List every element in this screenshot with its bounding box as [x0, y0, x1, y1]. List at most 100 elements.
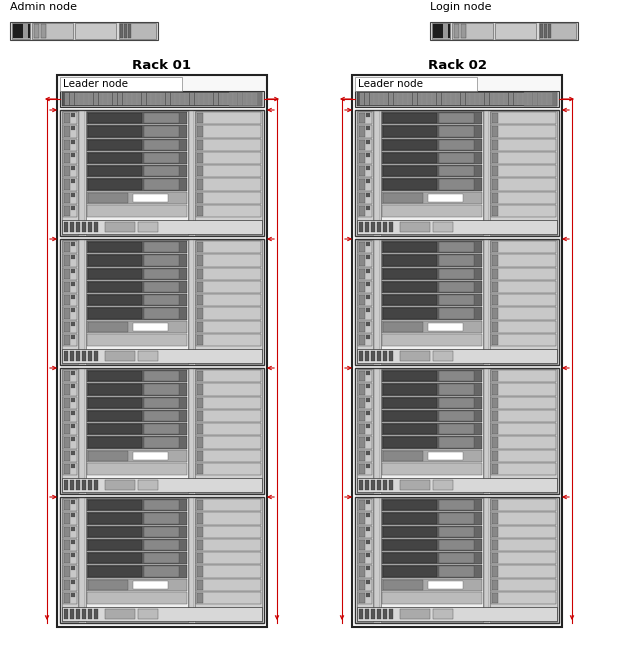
- Bar: [358, 307, 372, 320]
- Bar: [62, 92, 262, 106]
- Bar: [382, 592, 482, 604]
- Bar: [441, 24, 442, 38]
- Bar: [492, 126, 498, 136]
- Bar: [229, 92, 262, 106]
- Bar: [228, 93, 232, 105]
- Bar: [197, 526, 203, 537]
- Bar: [64, 609, 68, 619]
- Bar: [358, 138, 372, 151]
- Bar: [71, 450, 75, 455]
- Bar: [439, 411, 474, 421]
- Bar: [383, 411, 437, 421]
- Bar: [88, 126, 142, 136]
- Bar: [76, 351, 80, 361]
- Bar: [63, 125, 77, 138]
- Bar: [76, 222, 80, 232]
- Bar: [32, 23, 73, 39]
- Bar: [491, 267, 556, 280]
- Bar: [94, 351, 98, 361]
- Bar: [442, 24, 443, 38]
- Bar: [465, 93, 470, 105]
- Bar: [389, 609, 393, 619]
- Bar: [491, 370, 556, 382]
- Bar: [87, 191, 187, 203]
- Bar: [71, 255, 75, 259]
- Bar: [195, 111, 262, 235]
- Bar: [243, 93, 247, 105]
- Bar: [491, 255, 556, 267]
- Bar: [428, 322, 463, 331]
- Bar: [63, 463, 77, 475]
- Bar: [19, 24, 20, 38]
- Bar: [63, 165, 77, 177]
- Bar: [71, 322, 75, 326]
- Bar: [383, 540, 437, 550]
- Bar: [492, 193, 498, 203]
- Bar: [359, 540, 365, 550]
- Bar: [439, 282, 474, 292]
- Bar: [543, 93, 547, 105]
- Bar: [113, 93, 117, 105]
- Bar: [439, 424, 474, 434]
- Bar: [439, 126, 474, 136]
- Bar: [491, 205, 556, 217]
- Bar: [400, 222, 430, 232]
- Bar: [439, 397, 474, 408]
- Bar: [374, 240, 380, 364]
- Bar: [357, 478, 557, 492]
- Bar: [197, 166, 203, 176]
- Bar: [492, 371, 498, 381]
- Bar: [359, 567, 365, 576]
- Bar: [514, 93, 518, 105]
- Text: Rack 01: Rack 01: [132, 59, 192, 72]
- Bar: [366, 579, 370, 583]
- Bar: [62, 240, 78, 364]
- Bar: [484, 111, 489, 235]
- Bar: [442, 93, 446, 105]
- Bar: [88, 514, 142, 523]
- Bar: [60, 77, 182, 91]
- Bar: [79, 369, 85, 493]
- Bar: [144, 166, 179, 176]
- Bar: [358, 281, 372, 293]
- Bar: [70, 609, 74, 619]
- Bar: [403, 93, 407, 105]
- Bar: [71, 514, 75, 517]
- Bar: [377, 222, 381, 232]
- Bar: [63, 383, 77, 395]
- Bar: [60, 497, 264, 623]
- Bar: [60, 368, 264, 494]
- Bar: [374, 369, 380, 493]
- Bar: [94, 222, 98, 232]
- Bar: [197, 322, 203, 332]
- Bar: [355, 110, 559, 236]
- Bar: [197, 397, 203, 408]
- Bar: [358, 499, 372, 511]
- Bar: [64, 193, 70, 203]
- Bar: [383, 308, 437, 318]
- Bar: [196, 267, 261, 280]
- Bar: [13, 24, 14, 38]
- Bar: [492, 255, 498, 266]
- Bar: [75, 93, 79, 105]
- Bar: [87, 281, 187, 293]
- Bar: [79, 498, 85, 622]
- Bar: [359, 322, 365, 332]
- Bar: [88, 500, 142, 510]
- Bar: [366, 166, 370, 170]
- Bar: [62, 369, 78, 493]
- Bar: [492, 579, 498, 590]
- Bar: [87, 499, 187, 511]
- Bar: [366, 335, 370, 339]
- Bar: [79, 240, 85, 364]
- Bar: [71, 579, 75, 583]
- Bar: [60, 91, 264, 107]
- Bar: [87, 255, 187, 267]
- Bar: [491, 165, 556, 177]
- Bar: [492, 514, 498, 523]
- Bar: [408, 93, 412, 105]
- Bar: [382, 152, 482, 164]
- Bar: [377, 609, 381, 619]
- Bar: [196, 552, 261, 564]
- Bar: [10, 22, 158, 40]
